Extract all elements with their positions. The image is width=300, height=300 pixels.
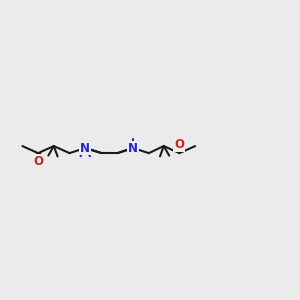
Text: O: O [174,138,184,151]
Text: O: O [33,155,43,168]
Text: N: N [80,142,90,154]
Text: N: N [128,142,138,154]
